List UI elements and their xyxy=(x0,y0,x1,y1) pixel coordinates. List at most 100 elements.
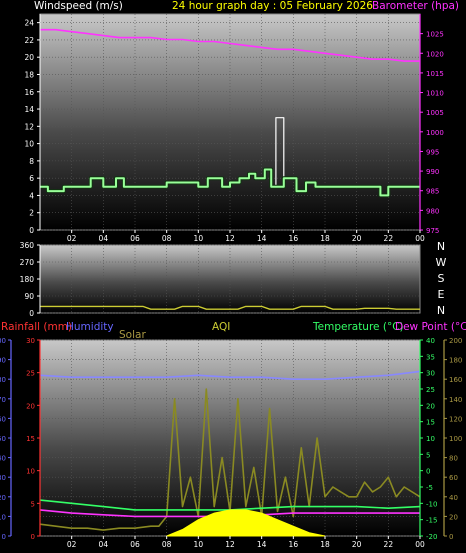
solar-tick-label: 60 xyxy=(449,474,458,482)
humidity-tick-label: 70 xyxy=(0,396,6,404)
temp-tick-label: 25 xyxy=(426,386,435,394)
humidity-tick-label: 80 xyxy=(0,376,6,384)
solar-tick-label: 100 xyxy=(449,435,462,443)
x-tick-label: 12 xyxy=(225,234,235,243)
y-right-tick-label: 1000 xyxy=(426,129,444,137)
temp-tick-label: 15 xyxy=(426,419,435,427)
rain-tick-label: 15 xyxy=(26,435,35,443)
chart-title: 24 hour graph day : 05 February 2026 xyxy=(172,0,373,12)
x-tick-label: 18 xyxy=(320,234,330,243)
temp-tick-label: 40 xyxy=(426,337,435,345)
y-tick-label: 90 xyxy=(24,292,34,301)
x-tick-label: 06 xyxy=(130,540,140,549)
x-tick-label: 04 xyxy=(99,540,109,549)
solar-tick-label: 80 xyxy=(449,455,458,463)
y-left-tick-label: 24 xyxy=(24,19,34,28)
solar-tick-label: 160 xyxy=(449,376,462,384)
compass-label: E xyxy=(438,288,445,301)
x-tick-label: 00 xyxy=(415,540,425,549)
temp-tick-label: 20 xyxy=(426,402,435,410)
x-tick-label: 16 xyxy=(289,540,299,549)
bottom-series xyxy=(39,370,421,537)
x-tick-label: 12 xyxy=(225,540,235,549)
y-left-tick-label: 6 xyxy=(29,174,34,183)
y-left-tick-label: 22 xyxy=(24,36,34,45)
rain-tick-label: 30 xyxy=(26,337,35,345)
x-tick-label: 02 xyxy=(67,234,77,243)
rain-tick-label: 0 xyxy=(31,533,35,541)
humidity-tick-label: 50 xyxy=(0,435,6,443)
y-left-tick-label: 0 xyxy=(29,226,34,235)
y-right-tick-label: 990 xyxy=(426,168,439,176)
x-tick-label: 02 xyxy=(67,540,77,549)
temp-tick-label: -10 xyxy=(426,500,437,508)
temp-tick-label: 35 xyxy=(426,353,435,361)
x-tick-label: 06 xyxy=(130,234,140,243)
humidity-tick-label: 90 xyxy=(0,357,6,365)
solar-tick-label: 200 xyxy=(449,337,462,345)
bottom-axes: 0102030405060708090100051015202530-20-15… xyxy=(0,337,462,549)
x-tick-label: 16 xyxy=(289,234,299,243)
solar-tick-label: 180 xyxy=(449,357,462,365)
x-tick-label: 08 xyxy=(162,234,172,243)
x-tick-label: 10 xyxy=(194,540,204,549)
y-left-tick-label: 8 xyxy=(29,157,34,166)
mid-series xyxy=(40,305,420,310)
top-axes: 0246810121416182022249759809859909951000… xyxy=(24,14,444,243)
rain-tick-label: 10 xyxy=(26,468,35,476)
x-tick-label: 18 xyxy=(320,540,330,549)
barometer-label: Barometer (hpa) xyxy=(372,0,459,12)
y-tick-label: 270 xyxy=(20,258,35,267)
y-tick-label: 360 xyxy=(20,241,35,250)
y-left-tick-label: 2 xyxy=(29,209,34,218)
compass-label: N xyxy=(437,240,445,253)
y-left-tick-label: 14 xyxy=(24,105,34,114)
temperature-label: Temperature (°C) xyxy=(312,321,404,333)
y-tick-label: 0 xyxy=(29,309,34,318)
y-left-tick-label: 4 xyxy=(29,191,34,200)
rain-tick-label: 5 xyxy=(31,500,35,508)
x-tick-label: 14 xyxy=(257,234,267,243)
y-right-tick-label: 995 xyxy=(426,148,439,156)
y-right-tick-label: 980 xyxy=(426,207,439,215)
solar-tick-label: 120 xyxy=(449,415,462,423)
temp-tick-label: 10 xyxy=(426,435,435,443)
humidity-line xyxy=(39,370,421,381)
x-tick-label: 14 xyxy=(257,540,267,549)
humidity-tick-label: 0 xyxy=(2,533,6,541)
y-left-tick-label: 10 xyxy=(24,140,34,149)
wind-gust-line xyxy=(275,117,285,187)
humidity-tick-label: 30 xyxy=(0,474,6,482)
x-tick-label: 22 xyxy=(384,540,394,549)
humidity-label: Humidity xyxy=(66,321,114,333)
dewpoint-label: Dew Point (°C) xyxy=(395,321,466,333)
x-tick-label: 10 xyxy=(194,234,204,243)
y-right-tick-label: 975 xyxy=(426,227,439,235)
x-tick-label: 04 xyxy=(99,234,109,243)
temp-tick-label: 30 xyxy=(426,370,435,378)
rain-tick-label: 25 xyxy=(26,370,35,378)
y-right-tick-label: 1015 xyxy=(426,70,444,78)
compass-label: W xyxy=(436,256,447,269)
x-tick-label: 20 xyxy=(352,234,362,243)
humidity-tick-label: 20 xyxy=(0,494,6,502)
rainfall-label: Rainfall (mm) xyxy=(1,321,72,333)
temp-tick-label: -15 xyxy=(426,517,437,525)
compass-label: N xyxy=(437,304,445,317)
mid-grid xyxy=(40,244,420,314)
humidity-tick-label: 10 xyxy=(0,513,6,521)
temp-tick-label: -20 xyxy=(426,533,437,541)
sunlight-area xyxy=(166,509,326,537)
solar-tick-label: 0 xyxy=(449,533,453,541)
x-tick-label: 08 xyxy=(162,540,172,549)
y-right-tick-label: 1020 xyxy=(426,50,444,58)
humidity-tick-label: 100 xyxy=(0,337,6,345)
y-right-tick-label: 985 xyxy=(426,188,439,196)
temp-tick-label: 5 xyxy=(426,451,430,459)
solar-tick-label: 140 xyxy=(449,396,462,404)
temp-tick-label: 0 xyxy=(426,468,430,476)
y-left-tick-label: 18 xyxy=(24,70,34,79)
humidity-tick-label: 60 xyxy=(0,415,6,423)
